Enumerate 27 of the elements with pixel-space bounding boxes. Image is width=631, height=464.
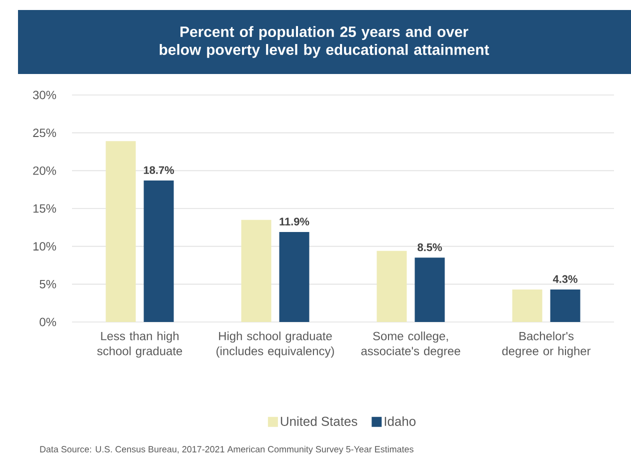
x-tick-label: High school graduate (includes equivalency) bbox=[216, 332, 334, 358]
y-tick-label: 25% bbox=[33, 128, 56, 138]
bar bbox=[241, 220, 272, 322]
data-label: 4.3% bbox=[552, 275, 578, 283]
bar bbox=[376, 250, 407, 322]
data-label: 18.7% bbox=[144, 166, 174, 174]
bar bbox=[144, 180, 174, 322]
x-tick-label: Bachelor's degree or higher bbox=[502, 332, 591, 358]
bar bbox=[550, 289, 580, 322]
x-tick-label: Some college, associate's degree bbox=[361, 332, 460, 358]
source-note: Data Source: U.S. Census Bureau, 2017-2021 American Community Survey 5-Year Estimates bbox=[40, 446, 414, 454]
y-tick-label: 10% bbox=[33, 242, 56, 251]
bar bbox=[106, 141, 136, 322]
data-label: 11.9% bbox=[280, 218, 310, 226]
bar bbox=[279, 232, 310, 322]
y-tick-label: 0% bbox=[40, 318, 56, 326]
y-tick-label: 15% bbox=[33, 204, 56, 213]
legend-label: United States bbox=[280, 416, 358, 426]
y-tick-label: 20% bbox=[33, 166, 56, 175]
legend-label: Idaho bbox=[384, 416, 416, 426]
chart-title: Percent of population 25 years and over below poverty level by educational attainment bbox=[160, 26, 490, 58]
y-tick-label: 5% bbox=[40, 280, 56, 288]
y-tick-label: 30% bbox=[33, 90, 56, 100]
x-tick-label: Less than high school graduate bbox=[97, 332, 182, 358]
bar bbox=[512, 289, 542, 322]
data-label: 8.5% bbox=[418, 243, 442, 252]
bar bbox=[414, 258, 445, 322]
